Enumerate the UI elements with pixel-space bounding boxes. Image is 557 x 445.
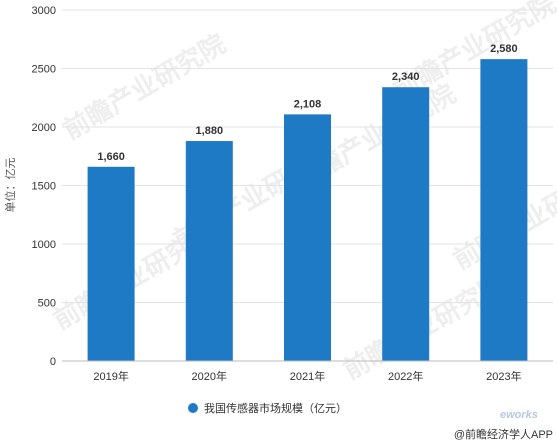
data-label: 2,108 bbox=[294, 98, 322, 110]
legend-marker bbox=[188, 403, 198, 413]
x-tick-label: 2020年 bbox=[192, 369, 227, 383]
y-tick-label: 2000 bbox=[32, 122, 56, 134]
bar bbox=[382, 87, 430, 361]
y-axis-tick-labels: 0 500 1000 1500 2000 2500 3000 bbox=[32, 5, 56, 368]
y-tick-label: 1000 bbox=[32, 239, 56, 251]
works-logo: eworks bbox=[500, 409, 538, 421]
y-tick-label: 500 bbox=[38, 298, 56, 310]
bar bbox=[185, 141, 233, 361]
x-tick-label: 2022年 bbox=[388, 369, 423, 383]
data-label: 2,340 bbox=[392, 71, 420, 83]
legend-label: 我国传感器市场规模（亿元） bbox=[204, 401, 347, 415]
bar bbox=[480, 59, 528, 361]
credit: eworks @前瞻经济学人APP bbox=[454, 409, 553, 441]
bar bbox=[284, 114, 331, 361]
y-tick-label: 2500 bbox=[32, 64, 56, 76]
data-label: 2,580 bbox=[490, 43, 518, 55]
y-axis-title: 单位：亿元 bbox=[3, 158, 17, 213]
y-tick-label: 1500 bbox=[32, 181, 56, 193]
bars bbox=[87, 59, 528, 361]
x-tick-label: 2019年 bbox=[93, 369, 128, 383]
data-label: 1,660 bbox=[97, 151, 125, 163]
credit-text: @前瞻经济学人APP bbox=[454, 427, 553, 441]
y-tick-label: 3000 bbox=[32, 5, 56, 17]
x-axis-tick-labels: 2019年 2020年 2021年 2022年 2023年 bbox=[93, 369, 521, 383]
x-tick-label: 2023年 bbox=[486, 369, 521, 383]
bar bbox=[87, 166, 135, 361]
x-tick-label: 2021年 bbox=[290, 369, 325, 383]
data-label: 1,880 bbox=[196, 125, 224, 137]
data-labels: 1,660 1,880 2,108 2,340 2,580 bbox=[97, 43, 517, 163]
legend: 我国传感器市场规模（亿元） bbox=[188, 401, 347, 415]
y-tick-label: 0 bbox=[50, 356, 56, 368]
